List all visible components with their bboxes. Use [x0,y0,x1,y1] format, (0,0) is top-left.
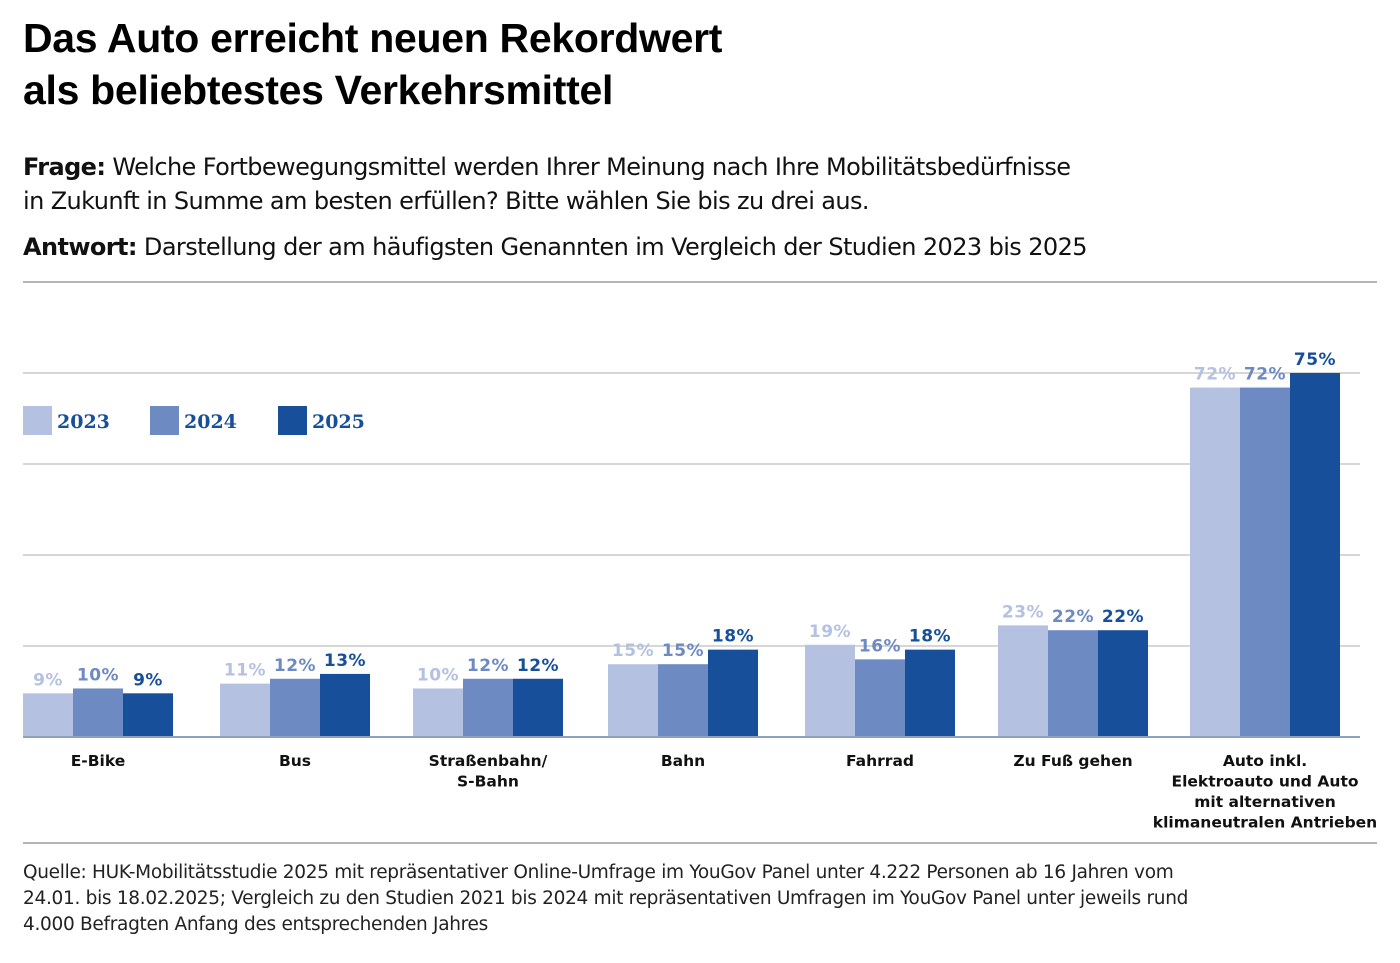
source-line-1: Quelle: HUK-Mobilitätsstudie 2025 mit re… [23,862,1174,883]
bar-2023 [608,664,658,737]
question: Frage: Welche Fortbewegungsmittel werden… [23,150,1323,218]
question-text-2: in Zukunft in Summe am besten erfüllen? … [23,187,870,215]
bar-2023 [1190,387,1240,737]
answer-text: Darstellung der am häufigsten Genannten … [136,233,1088,261]
footer-divider [23,842,1377,844]
bar-2024 [855,659,905,737]
data-label-2024: 12% [467,656,509,676]
data-label-2023: 11% [224,661,266,681]
bar-2024 [658,664,708,737]
source-line-2: 24.01. bis 18.02.2025; Vergleich zu den … [23,888,1189,909]
bar-2023 [23,693,73,737]
category-label: E-Bike [71,752,126,770]
bar-2024 [270,678,320,737]
legend-swatch-2023 [23,406,52,435]
bar-2023 [998,625,1048,737]
data-label-2023: 9% [33,670,63,690]
data-label-2025: 12% [517,656,559,676]
bar-2025 [320,673,370,737]
answer: Antwort: Darstellung der am häufigsten G… [23,230,1323,264]
category-label: klimaneutralen Antrieben [1153,814,1377,832]
data-label-2024: 15% [662,641,704,661]
bar-2025 [905,649,955,737]
data-label-2023: 23% [1002,602,1044,622]
category-label: Elektroauto und Auto [1171,773,1358,791]
data-label-2024: 12% [274,656,316,676]
bar-2023 [413,688,463,737]
bar-2025 [513,678,563,737]
category-label: Bahn [661,752,705,770]
category-label: S-Bahn [457,773,519,791]
bar-2024 [463,678,513,737]
answer-label: Antwort: [23,233,138,261]
data-label-2023: 72% [1194,365,1236,385]
category-label: mit alternativen [1194,793,1335,811]
bar-2025 [708,649,758,737]
data-label-2025: 18% [909,627,951,647]
legend-label-2025: 2025 [312,411,365,433]
data-label-2023: 10% [417,665,459,685]
chart-title: Das Auto erreicht neuen Rekordwert als b… [23,12,923,116]
bar-2025 [123,693,173,737]
legend-label-2023: 2023 [57,411,110,433]
data-label-2023: 19% [809,622,851,642]
legend-label-2024: 2024 [184,411,237,433]
data-label-2024: 72% [1244,365,1286,385]
legend-swatch-2024 [150,406,179,435]
title-line-2: als beliebtestes Verkehrsmittel [23,67,614,113]
question-text-1: Welche Fortbewegungsmittel werden Ihrer … [105,153,1071,181]
bar-2023 [220,683,270,737]
data-label-2025: 22% [1102,607,1144,627]
category-label: Bus [279,752,311,770]
legend-swatch-2025 [278,406,307,435]
data-label-2025: 9% [133,670,163,690]
data-label-2024: 16% [859,636,901,656]
bar-2025 [1098,630,1148,737]
bar-2024 [1240,387,1290,737]
category-label: Zu Fuß gehen [1013,752,1132,770]
source-line-3: 4.000 Befragten Anfang des entsprechende… [23,914,488,935]
data-label-2023: 15% [612,641,654,661]
data-label-2024: 10% [77,665,119,685]
category-label: Fahrrad [846,752,914,770]
data-label-2025: 13% [324,651,366,671]
source-note: Quelle: HUK-Mobilitätsstudie 2025 mit re… [23,860,1363,938]
bar-2023 [805,644,855,737]
bar-2024 [73,688,123,737]
data-label-2025: 18% [712,627,754,647]
data-label-2024: 22% [1052,607,1094,627]
title-line-1: Das Auto erreicht neuen Rekordwert [23,15,723,61]
data-label-2025: 75% [1294,350,1336,370]
question-label: Frage: [23,153,106,181]
header-divider [23,281,1377,283]
category-label: Auto inkl. [1223,752,1307,770]
category-label: Straßenbahn/ [429,752,548,770]
bar-2025 [1290,373,1340,737]
bar-chart: 2023 2024 2025 9% 10% 9% E-Bike 11% 12% 13% Bus 10%… [23,350,1377,832]
bar-2024 [1048,630,1098,737]
